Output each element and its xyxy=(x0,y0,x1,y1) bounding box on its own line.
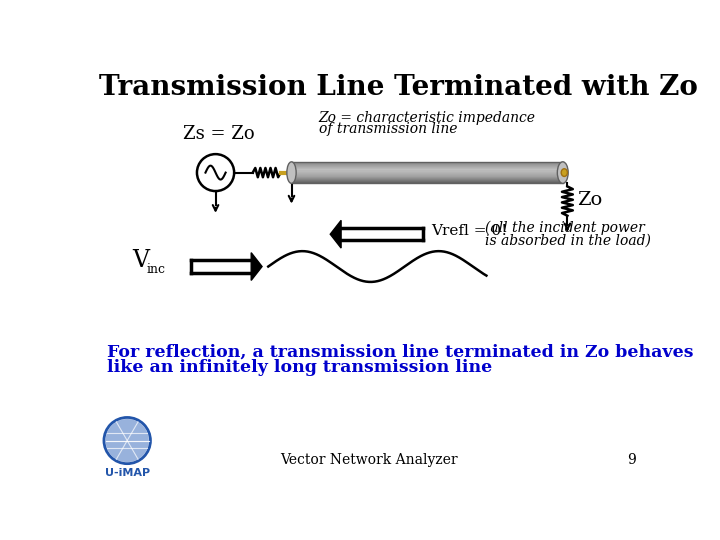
Text: U-iMAP: U-iMAP xyxy=(104,468,150,478)
Polygon shape xyxy=(330,220,341,248)
Text: inc: inc xyxy=(147,263,166,276)
Text: Transmission Line Terminated with Zo: Transmission Line Terminated with Zo xyxy=(99,74,698,101)
Bar xyxy=(292,180,563,181)
Bar xyxy=(292,174,563,175)
Bar xyxy=(292,171,563,172)
Text: Vector Network Analyzer: Vector Network Analyzer xyxy=(280,453,458,467)
Ellipse shape xyxy=(287,162,296,184)
Bar xyxy=(292,163,563,164)
Text: (all the incident power: (all the incident power xyxy=(485,221,645,235)
Bar xyxy=(292,176,563,177)
Text: is absorbed in the load): is absorbed in the load) xyxy=(485,233,651,247)
Ellipse shape xyxy=(557,162,568,184)
Bar xyxy=(292,168,563,170)
Bar xyxy=(292,177,563,178)
Text: like an infinitely long transmission line: like an infinitely long transmission lin… xyxy=(107,359,492,376)
Text: 9: 9 xyxy=(628,453,636,467)
Bar xyxy=(292,178,563,179)
Text: Vrefl = 0!: Vrefl = 0! xyxy=(431,224,508,238)
Ellipse shape xyxy=(561,168,567,177)
Text: Zs = Zo: Zs = Zo xyxy=(183,125,255,143)
Polygon shape xyxy=(251,253,262,280)
Bar xyxy=(292,179,563,180)
Bar xyxy=(292,181,563,183)
Bar xyxy=(292,165,563,166)
Bar xyxy=(292,172,563,173)
Circle shape xyxy=(106,419,149,462)
Text: Zo = characteristic impedance: Zo = characteristic impedance xyxy=(319,111,536,125)
Bar xyxy=(292,164,563,165)
Bar xyxy=(292,183,563,184)
Text: V: V xyxy=(132,249,150,272)
Bar xyxy=(292,170,563,171)
Bar xyxy=(292,167,563,168)
Bar xyxy=(292,166,563,167)
Text: Zo: Zo xyxy=(577,191,602,210)
Bar xyxy=(292,173,563,174)
Text: of transmission line: of transmission line xyxy=(319,122,457,136)
Bar xyxy=(292,175,563,176)
Bar xyxy=(292,162,563,163)
Text: For reflection, a transmission line terminated in Zo behaves: For reflection, a transmission line term… xyxy=(107,343,693,361)
